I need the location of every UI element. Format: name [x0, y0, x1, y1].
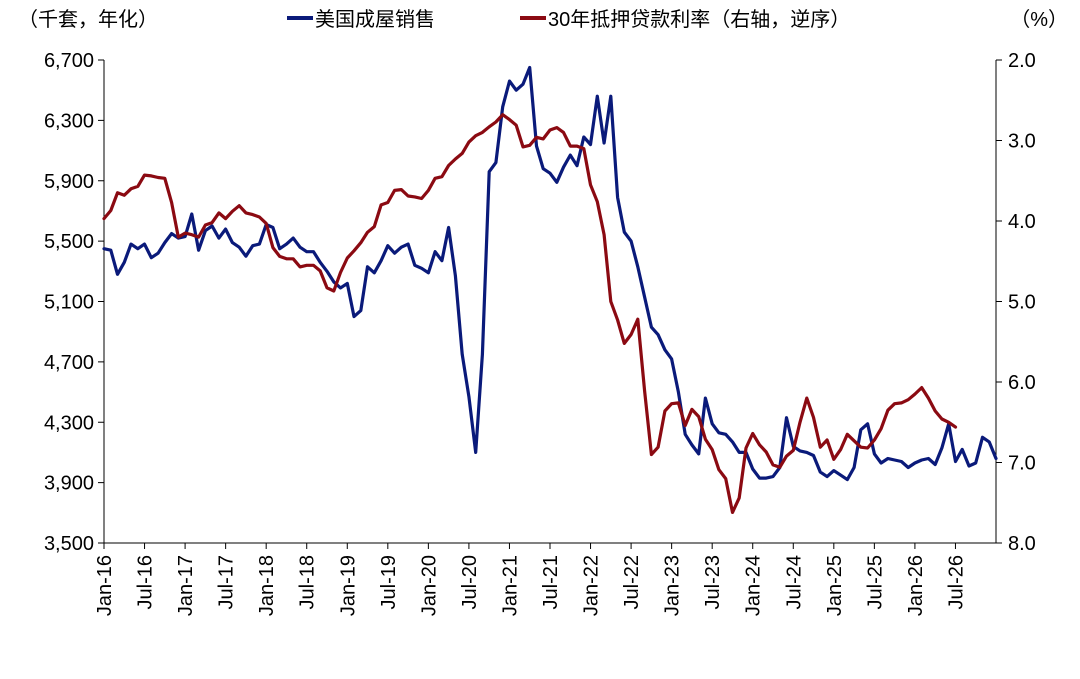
right-axis-unit-label: （%） [1010, 8, 1068, 31]
left-tick-label: 5,900 [44, 171, 94, 193]
x-tick-label: Jul-21 [540, 555, 562, 609]
axes: 3,500 3,900 4,300 4,700 5,100 5,500 5,900 6,300… [44, 50, 1036, 616]
left-tick-label: 4,300 [44, 412, 94, 434]
x-tick-label: Jan-17 [175, 555, 197, 616]
x-tick-label: Jul-17 [216, 555, 238, 609]
x-tick-label: Jan-25 [824, 555, 846, 616]
left-tick-label: 6,300 [44, 110, 94, 132]
x-tick-label: Jan-20 [418, 555, 440, 616]
right-tick-label: 3.0 [1008, 131, 1036, 153]
x-tick-label: Jul-16 [135, 555, 157, 609]
x-tick-label: Jul-22 [621, 555, 643, 609]
series-line-existing-home-sales [102, 65, 998, 482]
x-tick-label: Jan-23 [662, 555, 684, 616]
right-tick-label: 7.0 [1008, 453, 1036, 475]
x-tick-label: Jul-24 [783, 555, 805, 609]
left-tick-label: 5,500 [44, 231, 94, 253]
left-tick-label: 3,500 [44, 533, 94, 555]
left-tick-label: 5,100 [44, 292, 94, 314]
left-axis-unit-label: （千套，年化） [18, 8, 158, 31]
right-tick-label: 8.0 [1008, 533, 1036, 555]
x-tick-label: Jul-25 [864, 555, 886, 609]
x-tick-label: Jul-20 [459, 555, 481, 609]
left-tick-label: 6,700 [44, 50, 94, 72]
x-tick-label: Jan-16 [94, 555, 116, 616]
x-tick-label: Jul-19 [378, 555, 400, 609]
plot-area [102, 65, 998, 515]
right-tick-label: 2.0 [1008, 50, 1036, 72]
right-tick-label: 5.0 [1008, 292, 1036, 314]
right-tick-label: 4.0 [1008, 211, 1036, 233]
x-tick-label: Jan-26 [905, 555, 927, 616]
x-tick-label: Jul-26 [945, 555, 967, 609]
series-line-mortgage-rate [102, 113, 958, 515]
x-tick-label: Jan-18 [256, 555, 278, 616]
x-tick-label: Jan-21 [499, 555, 521, 616]
x-tick-label: Jul-23 [702, 555, 724, 609]
x-tick-label: Jul-18 [297, 555, 319, 609]
left-tick-label: 3,900 [44, 473, 94, 495]
x-tick-label: Jan-22 [581, 555, 603, 616]
right-tick-label: 6.0 [1008, 372, 1036, 394]
legend: （千套，年化） 美国成屋销售 30年抵押贷款利率（右轴，逆序） （%） [18, 8, 1068, 31]
legend-label-sales: 美国成屋销售 [315, 8, 435, 31]
x-tick-label: Jan-19 [337, 555, 359, 616]
x-tick-label: Jan-24 [743, 555, 765, 616]
left-tick-label: 4,700 [44, 352, 94, 374]
legend-label-mortgage: 30年抵押贷款利率（右轴，逆序） [548, 8, 850, 31]
